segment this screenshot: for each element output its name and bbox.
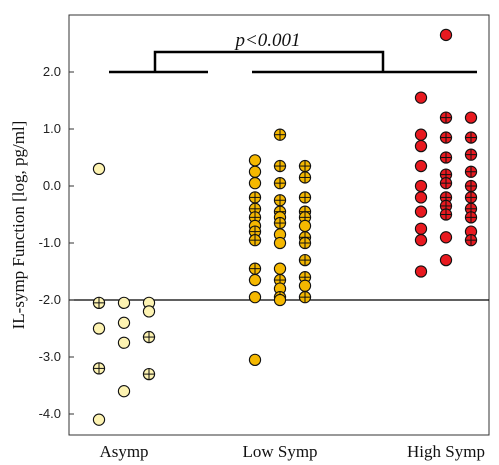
data-point [92,162,106,176]
data-point [414,139,428,153]
data-point [439,231,453,244]
data-point [298,290,312,304]
data-point [273,293,287,307]
p-value-annotation: p<0.001 [233,30,300,51]
y-tick-label: -1.0 [39,235,61,250]
plot-frame [68,14,490,436]
data-point [248,353,262,366]
data-point [414,205,428,218]
data-point [298,159,312,173]
data-point [117,336,131,349]
data-point [414,222,428,235]
data-point [92,362,106,375]
data-point [298,279,312,292]
data-point [439,176,453,190]
data-point [439,199,453,213]
y-tick-label: 2.0 [43,64,61,79]
data-point [92,413,106,426]
x-category-label: High Symp [407,442,485,461]
data-point [248,233,262,247]
y-tick-label: 0.0 [43,178,61,193]
data-point [464,233,478,247]
data-point [414,265,428,278]
x-category-label: Asymp [99,442,148,461]
data-points [92,28,478,426]
y-tick-label: -4.0 [39,406,61,421]
data-point [464,148,478,161]
data-point [248,154,262,167]
bracket-connector [153,50,385,72]
data-point [464,165,478,178]
data-point [273,273,287,287]
data-point [439,208,453,221]
data-point [464,131,478,144]
x-axis: Asymp Low Symp High Symp [99,442,485,461]
data-point [298,219,312,233]
data-point [414,191,428,204]
data-point [464,111,478,124]
data-point [414,128,428,141]
data-point [92,322,106,335]
data-point [298,253,312,267]
data-point [92,296,106,309]
data-point [298,171,312,184]
data-point [273,128,287,141]
data-point [117,316,131,329]
data-point [142,330,156,344]
data-point [298,191,312,204]
data-point [117,296,131,309]
y-axis: 2.0 1.0 0.0 -1.0 -2.0 -3.0 -4.0 [39,64,74,421]
data-point [298,236,312,250]
y-tick-label: 1.0 [43,121,61,136]
y-axis-title: IL-symp Function [log, pg/ml] [9,121,28,330]
data-point [142,367,156,381]
data-point [273,262,287,275]
data-point [273,159,287,173]
data-point [414,179,428,193]
data-point [464,179,478,193]
significance-bracket [109,50,477,74]
data-point [248,165,262,178]
y-tick-label: -3.0 [39,349,61,364]
data-point [464,211,478,224]
data-point [117,385,131,398]
data-point [439,131,453,144]
y-tick-label: -2.0 [39,292,61,307]
data-point [248,191,262,204]
data-point [464,191,478,204]
data-point [248,262,262,275]
data-point [273,176,287,190]
data-point [414,159,428,173]
data-point [414,91,428,104]
data-point [273,194,287,207]
data-point [414,233,428,247]
data-point [273,216,287,230]
x-category-label: Low Symp [242,442,317,461]
data-point [439,111,453,124]
data-point [248,290,262,304]
data-point [248,176,262,190]
data-point [248,273,262,287]
data-point [273,236,287,250]
data-point [248,211,262,224]
data-point [439,28,453,42]
data-point [142,305,156,318]
data-point [439,151,453,164]
data-point [439,253,453,267]
